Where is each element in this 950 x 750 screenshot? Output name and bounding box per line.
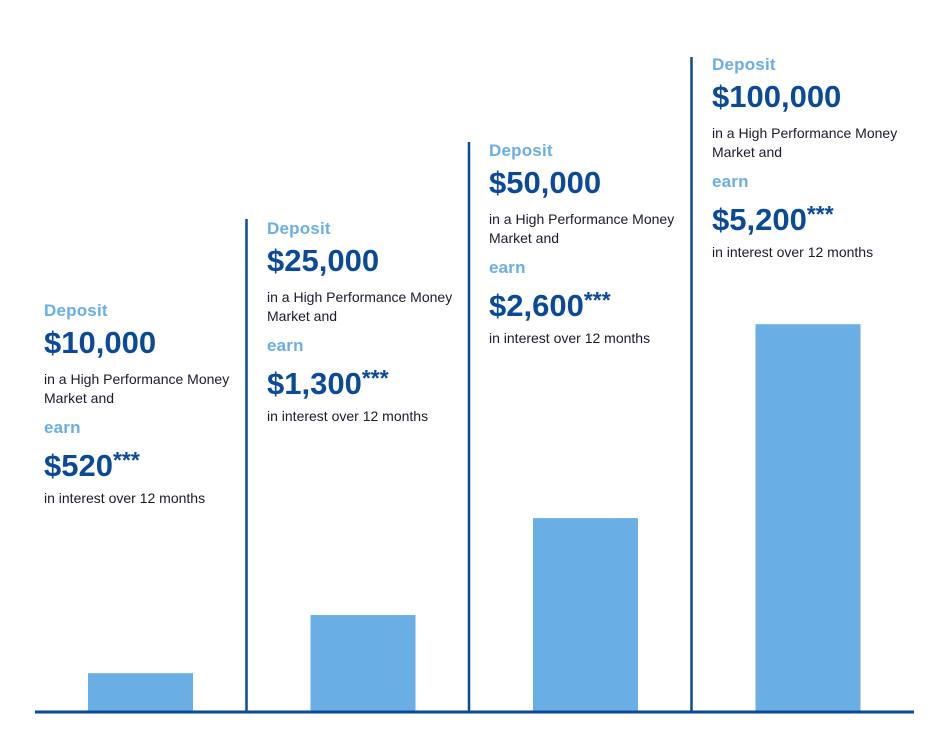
earn-label: earn xyxy=(267,336,304,355)
bar-0 xyxy=(88,673,193,712)
deposit-description: in a High Performance Money Market and xyxy=(712,125,898,160)
earn-amount-line: $1,300*** xyxy=(267,360,482,402)
column-label-10000: Deposit $10,000 in a High Performance Mo… xyxy=(44,301,259,508)
deposit-amount: $25,000 xyxy=(267,243,380,278)
earn-label: earn xyxy=(489,258,526,277)
deposit-label: Deposit xyxy=(44,301,108,320)
interest-text: in interest over 12 months xyxy=(712,244,874,260)
column-label-25000: Deposit $25,000 in a High Performance Mo… xyxy=(267,219,482,426)
earn-amount: $2,600 xyxy=(489,288,584,323)
deposit-description: in a High Performance Money Market and xyxy=(489,211,675,246)
bar-1 xyxy=(310,615,416,712)
interest-text: in interest over 12 months xyxy=(267,408,429,424)
earn-amount: $520 xyxy=(44,448,113,483)
bar-2 xyxy=(533,518,638,712)
column-label-100000: Deposit $100,000 in a High Performance M… xyxy=(712,55,927,262)
deposit-label: Deposit xyxy=(267,219,331,238)
interest-text: in interest over 12 months xyxy=(489,330,651,346)
column-label-50000: Deposit $50,000 in a High Performance Mo… xyxy=(489,141,704,348)
earn-label: earn xyxy=(44,418,81,437)
deposit-description: in a High Performance Money Market and xyxy=(44,371,230,406)
deposit-description: in a High Performance Money Market and xyxy=(267,289,453,324)
deposit-amount: $100,000 xyxy=(712,79,842,114)
deposit-label: Deposit xyxy=(712,55,776,74)
bar-3 xyxy=(755,324,861,712)
deposit-amount: $50,000 xyxy=(489,165,602,200)
earn-amount-line: $2,600*** xyxy=(489,282,704,324)
earn-amount: $1,300 xyxy=(267,366,362,401)
earn-amount-line: $520*** xyxy=(44,442,259,484)
footnote-marker: *** xyxy=(583,287,611,313)
footnote-marker: *** xyxy=(806,201,834,227)
footnote-marker: *** xyxy=(361,365,389,391)
deposit-amount: $10,000 xyxy=(44,325,157,360)
earn-amount: $5,200 xyxy=(712,202,807,237)
earn-amount-line: $5,200*** xyxy=(712,196,927,238)
deposit-label: Deposit xyxy=(489,141,553,160)
interest-text: in interest over 12 months xyxy=(44,490,206,506)
earn-label: earn xyxy=(712,172,749,191)
footnote-marker: *** xyxy=(112,447,140,473)
